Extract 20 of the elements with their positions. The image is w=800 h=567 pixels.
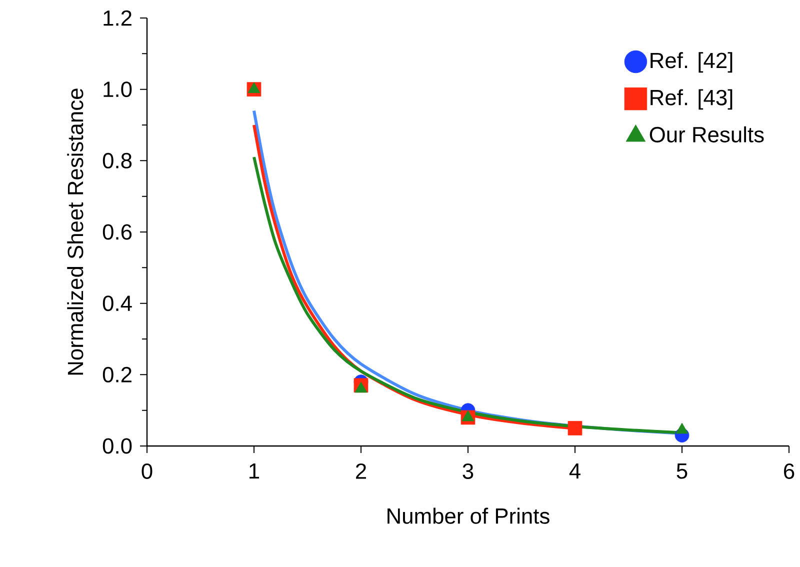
- x-tick-label: 2: [356, 463, 366, 479]
- legend-label: Ref. [43]: [650, 89, 732, 110]
- y-tick-label: 0.0: [102, 438, 132, 454]
- y-tick-label: 0.2: [102, 366, 132, 382]
- point: [568, 420, 582, 436]
- x-tick-label: 5: [676, 463, 688, 479]
- y-axis-title: Normalized Sheet Resistance: [67, 88, 84, 375]
- legend-label: Ref. [42]: [650, 52, 732, 73]
- x-axis-title: Number of Prints: [388, 508, 550, 524]
- x-tick-label: 1: [250, 463, 260, 479]
- x-tick-label: 3: [462, 463, 474, 479]
- y-tick-label: 1.0: [104, 82, 132, 98]
- y-tick-label: 0.4: [102, 296, 132, 312]
- x-tick-label: 4: [569, 463, 580, 479]
- y-tick-label: 1.2: [104, 10, 132, 26]
- x-tick-label: 6: [784, 463, 794, 479]
- legend-label: Our Results: [650, 126, 764, 142]
- y-tick-label: 0.8: [102, 152, 132, 168]
- x-tick-label: 0: [142, 463, 152, 479]
- y-tick-label: 0.6: [102, 224, 132, 240]
